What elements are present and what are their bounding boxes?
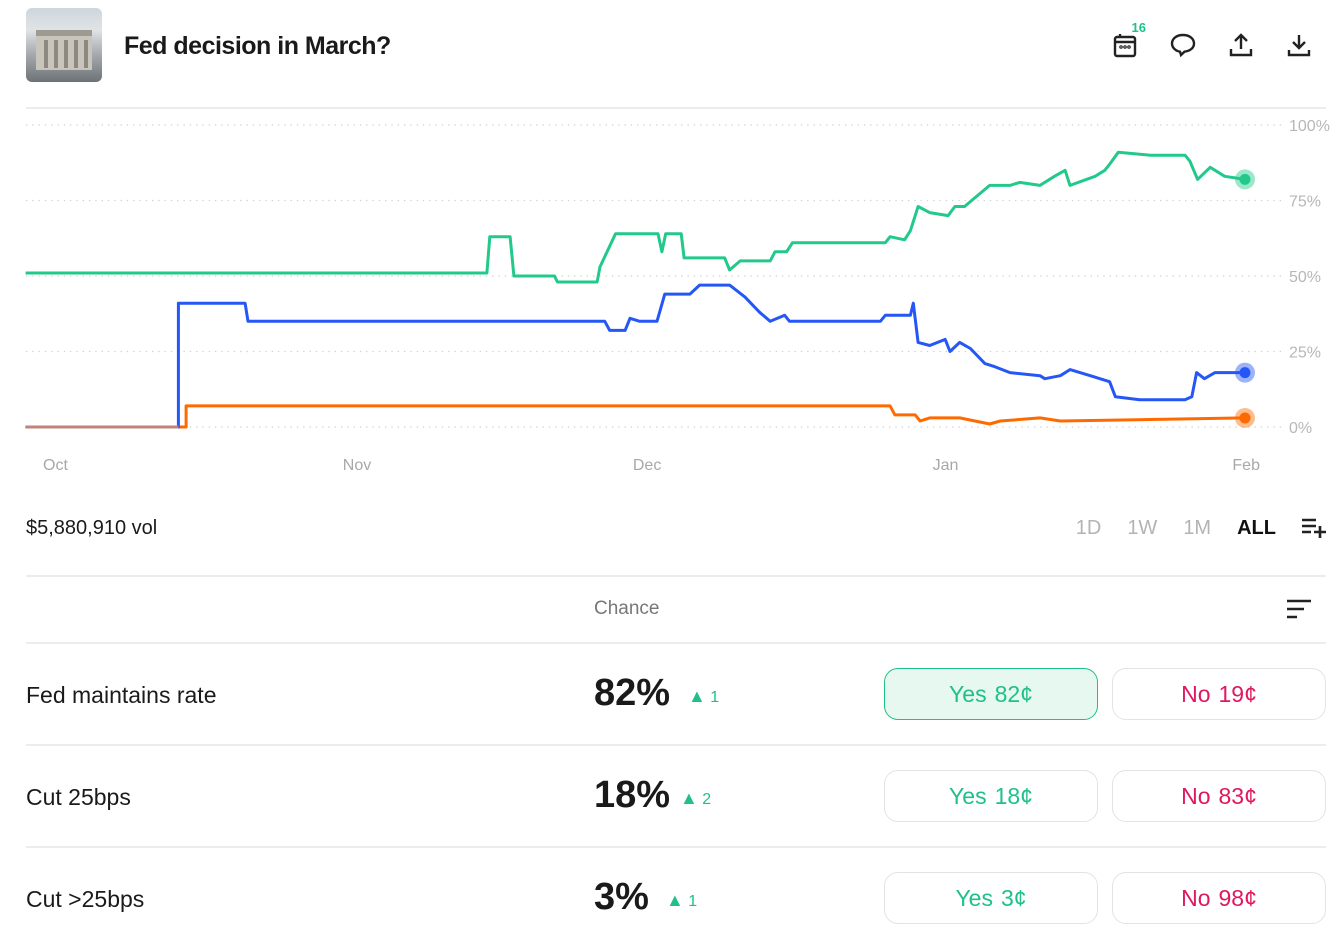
no-price: 19¢ [1218,680,1257,707]
chance-delta: ▲ 1 [666,890,697,911]
yes-price: 82¢ [994,680,1033,707]
series-endpoint [1239,412,1251,424]
no-label: No [1181,782,1211,809]
y-tick-label: 0% [1289,420,1312,437]
outcome-name: Fed maintains rate [26,682,217,708]
divider [26,107,1326,109]
comments-button[interactable] [1168,30,1198,60]
series-line-0 [25,150,1246,284]
yes-price: 3¢ [1000,884,1027,911]
outcome-name: Cut 25bps [26,784,131,810]
divider [26,575,1326,577]
outcome-row: Cut >25bps 3% ▲ 1 Yes 3¢ No 98¢ [26,846,1326,948]
x-tick-label: Oct [43,457,68,474]
up-triangle-icon: ▲ [666,890,684,910]
buy-no-button[interactable]: No 19¢ [1112,668,1326,720]
yes-label: Yes [955,884,993,911]
up-triangle-icon: ▲ [680,788,698,808]
x-tick-label: Nov [343,457,371,474]
outcome-name: Cut >25bps [26,886,145,912]
outcome-chance: 18% [594,774,671,816]
yes-label: Yes [949,680,987,707]
x-tick-label: Dec [633,457,661,474]
buy-yes-button[interactable]: Yes 3¢ [884,872,1098,924]
comment-icon [1170,33,1196,58]
calendar-badge: 16 [1131,20,1146,35]
market-thumbnail [26,8,102,82]
add-series-icon[interactable] [1300,516,1328,540]
range-all[interactable]: ALL [1237,517,1276,539]
chance-column-header: Chance [594,598,660,619]
upload-icon [1229,33,1253,57]
delta-value: 1 [688,893,698,910]
outcome-row: Cut 25bps 18% ▲ 2 Yes 18¢ No 83¢ [26,744,1326,846]
y-tick-label: 25% [1289,345,1321,362]
yes-price: 18¢ [994,782,1033,809]
no-price: 83¢ [1218,782,1257,809]
range-1m[interactable]: 1M [1183,517,1212,539]
download-icon [1287,35,1311,57]
series-endpoint [1239,367,1251,379]
chance-delta: ▲ 2 [680,788,711,809]
buy-no-button[interactable]: No 98¢ [1112,872,1326,924]
range-1w[interactable]: 1W [1127,517,1158,539]
buy-no-button[interactable]: No 83¢ [1112,770,1326,822]
page-title: Fed decision in March? [124,32,391,60]
range-1d[interactable]: 1D [1075,517,1102,539]
y-tick-label: 75% [1289,194,1321,211]
series-line-2 [25,404,1246,429]
outcome-chance: 3% [594,876,649,918]
x-tick-label: Feb [1232,457,1260,474]
y-tick-label: 100% [1289,118,1330,135]
chance-delta: ▲ 1 [688,686,719,707]
calendar-button[interactable]: 16 [1110,20,1146,60]
delta-value: 1 [710,689,720,706]
price-chart[interactable]: 100% 75% 50% 25% 0% Oct Nov Dec Jan Feb [0,100,1338,480]
buy-yes-button[interactable]: Yes 18¢ [884,770,1098,822]
download-button[interactable] [1284,30,1314,60]
no-price: 98¢ [1218,884,1257,911]
x-tick-label: Jan [933,457,959,474]
no-label: No [1181,680,1211,707]
series-line-1 [25,283,1245,429]
buy-yes-button[interactable]: Yes 82¢ [884,668,1098,720]
no-label: No [1181,884,1211,911]
series-endpoint [1239,173,1251,185]
up-triangle-icon: ▲ [688,686,706,706]
y-tick-label: 50% [1289,269,1321,286]
volume-label: $5,880,910 vol [26,517,158,539]
calendar-icon [1113,34,1137,58]
sort-icon[interactable] [1286,598,1312,620]
yes-label: Yes [949,782,987,809]
delta-value: 2 [702,791,712,808]
share-button[interactable] [1226,30,1256,60]
outcome-chance: 82% [594,672,671,714]
outcome-row: Fed maintains rate 82% ▲ 1 Yes 82¢ No 19¢ [26,642,1326,744]
